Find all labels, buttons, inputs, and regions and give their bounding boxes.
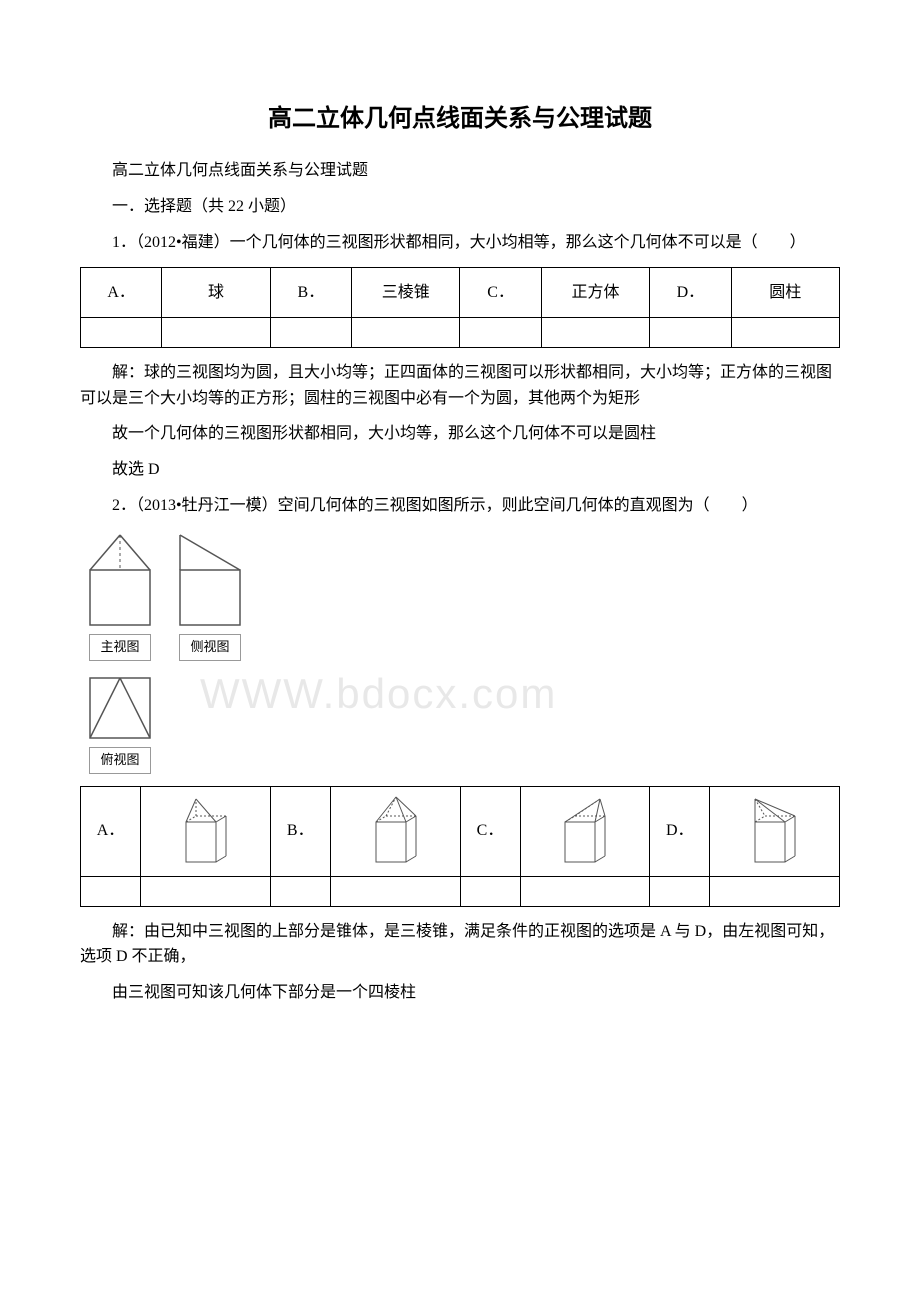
table-row: A． B． (81, 786, 840, 876)
subtitle: 高二立体几何点线面关系与公理试题 (80, 158, 840, 184)
q1-opt-d-text: 圆柱 (731, 268, 839, 318)
side-view-icon (170, 530, 250, 630)
q2-opt-d-label: D． (650, 786, 710, 876)
q2-solution-line2: 由三视图可知该几何体下部分是一个四棱柱 (80, 980, 840, 1006)
q1-opt-a-text: 球 (162, 268, 270, 318)
side-view-caption: 侧视图 (179, 634, 240, 661)
prism-icon (368, 794, 423, 869)
q2-opt-a-figure (141, 786, 271, 876)
q1-options-table: A． 球 B． 三棱锥 C． 正方体 D． 圆柱 (80, 267, 840, 348)
q1-opt-d-label: D． (650, 268, 731, 318)
front-view-caption: 主视图 (89, 634, 150, 661)
q2-stem: 2．（2013•牡丹江一模）空间几何体的三视图如图所示，则此空间几何体的直观图为… (80, 493, 840, 519)
q2-views-row2: 俯视图 (80, 673, 840, 774)
table-row: A． 球 B． 三棱锥 C． 正方体 D． 圆柱 (81, 268, 840, 318)
q1-opt-c-text: 正方体 (541, 268, 649, 318)
q1-opt-b-text: 三棱锥 (352, 268, 460, 318)
page-title: 高二立体几何点线面关系与公理试题 (80, 100, 840, 138)
prism-icon (557, 794, 612, 869)
table-row (81, 318, 840, 348)
q2-opt-b-label: B． (270, 786, 330, 876)
q2-views-row1: 主视图 侧视图 (80, 530, 840, 661)
q1-solution-line1: 解：球的三视图均为圆，且大小均等；正四面体的三视图可以形状都相同，大小均等；正方… (80, 360, 840, 411)
front-view-box: 主视图 (80, 530, 160, 661)
side-view-box: 侧视图 (170, 530, 250, 661)
section-heading: 一．选择题（共 22 小题） (80, 194, 840, 220)
q2-opt-a-label: A． (81, 786, 141, 876)
q1-solution-line2: 故一个几何体的三视图形状都相同，大小均等，那么这个几何体不可以是圆柱 (80, 421, 840, 447)
q1-opt-c-label: C． (460, 268, 541, 318)
table-row (81, 876, 840, 906)
q2-opt-d-figure (710, 786, 840, 876)
prism-icon (178, 794, 233, 869)
q1-opt-a-label: A． (81, 268, 162, 318)
q1-solution-line3: 故选 D (80, 457, 840, 483)
prism-icon (747, 794, 802, 869)
top-view-icon (80, 673, 160, 743)
top-view-caption: 俯视图 (89, 747, 150, 774)
q2-opt-c-label: C． (460, 786, 520, 876)
top-view-box: 俯视图 (80, 673, 160, 774)
q2-opt-b-figure (330, 786, 460, 876)
page-content: 高二立体几何点线面关系与公理试题 高二立体几何点线面关系与公理试题 一．选择题（… (80, 100, 840, 1006)
q2-solution-line1: 解：由已知中三视图的上部分是锥体，是三棱锥，满足条件的正视图的选项是 A 与 D… (80, 919, 840, 970)
front-view-icon (80, 530, 160, 630)
q2-opt-c-figure (520, 786, 650, 876)
q1-stem: 1．（2012•福建）一个几何体的三视图形状都相同，大小均相等，那么这个几何体不… (80, 230, 840, 256)
q2-options-table: A． B． (80, 786, 840, 907)
q1-opt-b-label: B． (270, 268, 351, 318)
